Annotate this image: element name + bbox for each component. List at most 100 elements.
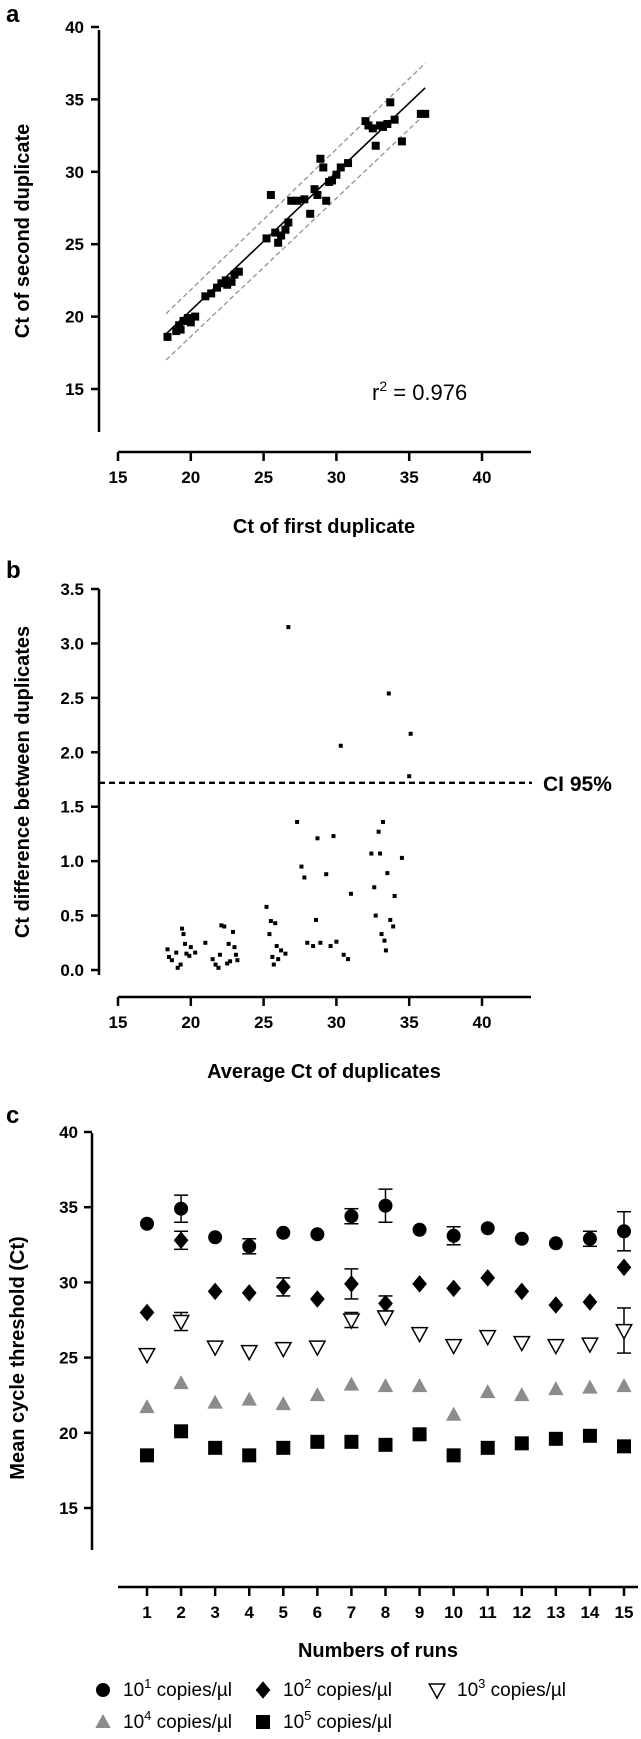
panel-a-x-tick-label: 25 — [254, 468, 273, 487]
panel-b-point — [324, 872, 329, 877]
panel-a-point — [332, 170, 341, 179]
panel-c-point-series-1 — [446, 1228, 461, 1243]
panel-c-x-tick-label: 4 — [244, 1603, 254, 1622]
panel-c-point-series-3 — [615, 1323, 633, 1341]
panel-c-point-series-5 — [582, 1428, 597, 1443]
panel-b-x-tick-label: 25 — [254, 1013, 273, 1032]
panel-a-point — [234, 267, 243, 276]
panel-c-point-series-2 — [616, 1258, 632, 1277]
panel-c-point-series-5 — [446, 1448, 461, 1463]
panel-b-point — [373, 913, 378, 918]
panel-c-point-series-3 — [308, 1340, 327, 1357]
panel-label-c: c — [6, 1102, 19, 1129]
panel-a-r-squared: r2 = 0.976 — [372, 378, 467, 405]
panel-c-point-series-1 — [548, 1236, 563, 1251]
panel-b-point — [302, 875, 307, 880]
legend-marker-1 — [96, 1683, 110, 1697]
panel-a-point — [322, 196, 331, 205]
panel-b-point — [385, 871, 390, 876]
panel-c-point-series-5 — [208, 1440, 223, 1455]
panel-a-point — [319, 163, 328, 172]
panel-b-point — [372, 885, 377, 890]
panel-c-y-tick-label: 25 — [59, 1349, 78, 1368]
panel-a-point — [421, 109, 430, 118]
panel-a-point — [277, 231, 286, 240]
panel-a-band-upper — [165, 62, 426, 315]
panel-b-x-tick-label: 20 — [181, 1013, 200, 1032]
panel-b-point — [295, 819, 300, 824]
panel-a-point — [221, 276, 230, 285]
panel-a-y-tick-label: 15 — [65, 380, 84, 399]
legend-marker-4 — [95, 1713, 111, 1728]
panel-b-point — [267, 932, 272, 937]
panel-b-point — [270, 954, 275, 959]
panel-a-point — [416, 109, 425, 118]
panel-b-point — [165, 947, 170, 952]
panel-b-point — [235, 958, 240, 963]
panel-b-point — [391, 924, 396, 929]
panel-a-point — [336, 163, 345, 172]
panel-c-point-series-3 — [478, 1329, 497, 1347]
panel-c-x-tick-label: 14 — [580, 1603, 599, 1622]
panel-c-point-series-5 — [514, 1436, 529, 1451]
legend-label-3: 103 copies/µl — [457, 1676, 566, 1701]
panel-a-y-title: Ct of second duplicate — [12, 124, 34, 338]
panel-c-point-series-2 — [241, 1284, 257, 1302]
legend-marker-2 — [255, 1681, 271, 1699]
panel-a-point — [186, 318, 195, 327]
panel-c-x-tick-label: 3 — [210, 1603, 219, 1622]
panel-c-x-tick-label: 5 — [279, 1603, 288, 1622]
panel-a-point — [310, 185, 319, 194]
panel-b-x-tick-label: 30 — [327, 1013, 346, 1032]
legend-label-2: 102 copies/µl — [283, 1676, 392, 1701]
panel-b-point — [226, 941, 231, 946]
panel-a-point — [271, 228, 280, 237]
panel-c-point-series-4 — [241, 1391, 257, 1406]
panel-c-point-series-4 — [445, 1406, 462, 1421]
panel-c-point-series-2 — [310, 1290, 325, 1308]
panel-a-x-tick-label: 30 — [327, 468, 346, 487]
panel-c-point-series-3 — [274, 1341, 293, 1359]
panel-b-point — [392, 893, 397, 898]
panel-a-point — [344, 159, 353, 168]
panel-a-point — [397, 137, 406, 146]
panel-a-point — [316, 154, 325, 163]
panel-b-x-title: Average Ct of duplicates — [207, 1061, 441, 1083]
panel-c-x-tick-label: 9 — [415, 1603, 424, 1622]
panel-b-point — [276, 957, 281, 962]
panel-a-point — [281, 225, 290, 234]
panel-a-point — [207, 289, 216, 298]
panel-c-point-series-4 — [582, 1379, 598, 1394]
panel-a-y-tick-label: 25 — [65, 235, 84, 254]
panel-a-point — [183, 314, 192, 323]
panel-a-point — [364, 121, 373, 130]
panel-a-y-tick-label: 20 — [65, 308, 84, 327]
panel-c-point-series-2 — [412, 1275, 427, 1293]
panel-a-point — [390, 115, 399, 124]
panel-c-point-series-4 — [207, 1394, 223, 1409]
legend-marker-3 — [428, 1683, 446, 1700]
panel-a-point — [293, 196, 302, 205]
panel-b-point — [369, 851, 374, 856]
panel-c-x-title: Numbers of runs — [298, 1640, 458, 1662]
panel-c-point-series-3 — [580, 1337, 599, 1354]
panel-c-x-tick-label: 11 — [479, 1603, 497, 1622]
panel-b-point — [334, 939, 339, 944]
panel-c-point-series-2 — [446, 1279, 461, 1298]
panel-c-point-series-4 — [411, 1378, 428, 1393]
panel-a-point — [201, 292, 210, 301]
panel-b-y-tick-label: 0.5 — [60, 907, 84, 926]
panel-c-y-tick-label: 20 — [59, 1424, 78, 1443]
panel-a-point — [223, 280, 232, 289]
panel-b-point — [219, 923, 224, 928]
panel-b-point — [314, 917, 319, 922]
panel-b-point — [180, 926, 185, 931]
panel-c-x-tick-label: 1 — [142, 1603, 151, 1622]
panel-c-point-series-2 — [207, 1282, 223, 1301]
panel-b-point — [216, 965, 221, 970]
panel-a-point — [262, 234, 271, 243]
panel-a-point — [266, 190, 275, 199]
panel-b-point — [283, 951, 288, 956]
panel-b-point — [203, 940, 208, 945]
panel-b-point — [311, 944, 316, 949]
